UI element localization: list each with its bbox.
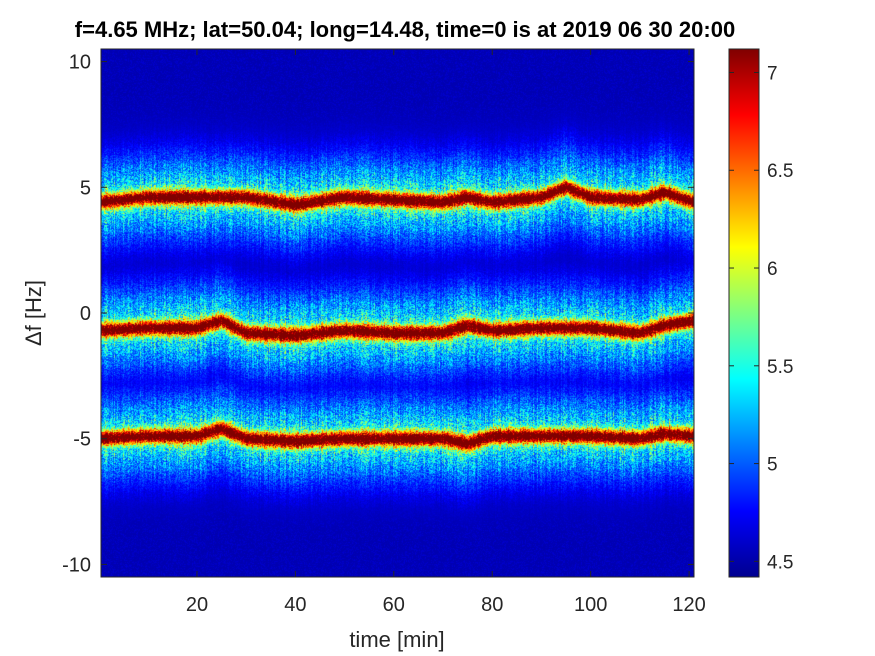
- x-tick-label: 20: [186, 594, 208, 616]
- colorbar-tick-label: 5: [767, 455, 778, 476]
- x-tick-label: 80: [481, 594, 503, 616]
- x-axis-label: time [min]: [349, 627, 444, 652]
- colorbar-tick-label: 7: [767, 63, 778, 84]
- colorbar-ticks: 4.5 5 5.5 6 6.5 7: [729, 63, 793, 573]
- x-tick-label: 40: [284, 594, 306, 616]
- colorbar: 4.5 5 5.5 6 6.5 7: [728, 48, 793, 578]
- y-tick-label: 0: [80, 303, 91, 325]
- x-tick-label: 100: [574, 594, 607, 616]
- y-tick-label: -5: [73, 429, 91, 451]
- colorbar-tick-label: 4.5: [767, 552, 793, 573]
- x-tick-label: 60: [383, 594, 405, 616]
- y-tick-label: 10: [69, 52, 91, 74]
- colorbar-tick-label: 6.5: [767, 161, 793, 182]
- colorbar-gradient: [728, 48, 760, 578]
- colorbar-tick-label: 5.5: [767, 357, 793, 378]
- y-axis: -10 -5 0 5 10: [62, 52, 694, 576]
- y-axis-label: Δf [Hz]: [21, 280, 46, 346]
- colorbar-tick-label: 6: [767, 259, 778, 280]
- x-axis: 20 40 60 80 100 120: [186, 49, 706, 616]
- x-tick-label: 120: [672, 594, 705, 616]
- chart-title: f=4.65 MHz; lat=50.04; long=14.48, time=…: [75, 17, 735, 42]
- plot-area: [100, 48, 695, 578]
- y-tick-label: 5: [80, 177, 91, 199]
- y-tick-label: -10: [62, 554, 91, 576]
